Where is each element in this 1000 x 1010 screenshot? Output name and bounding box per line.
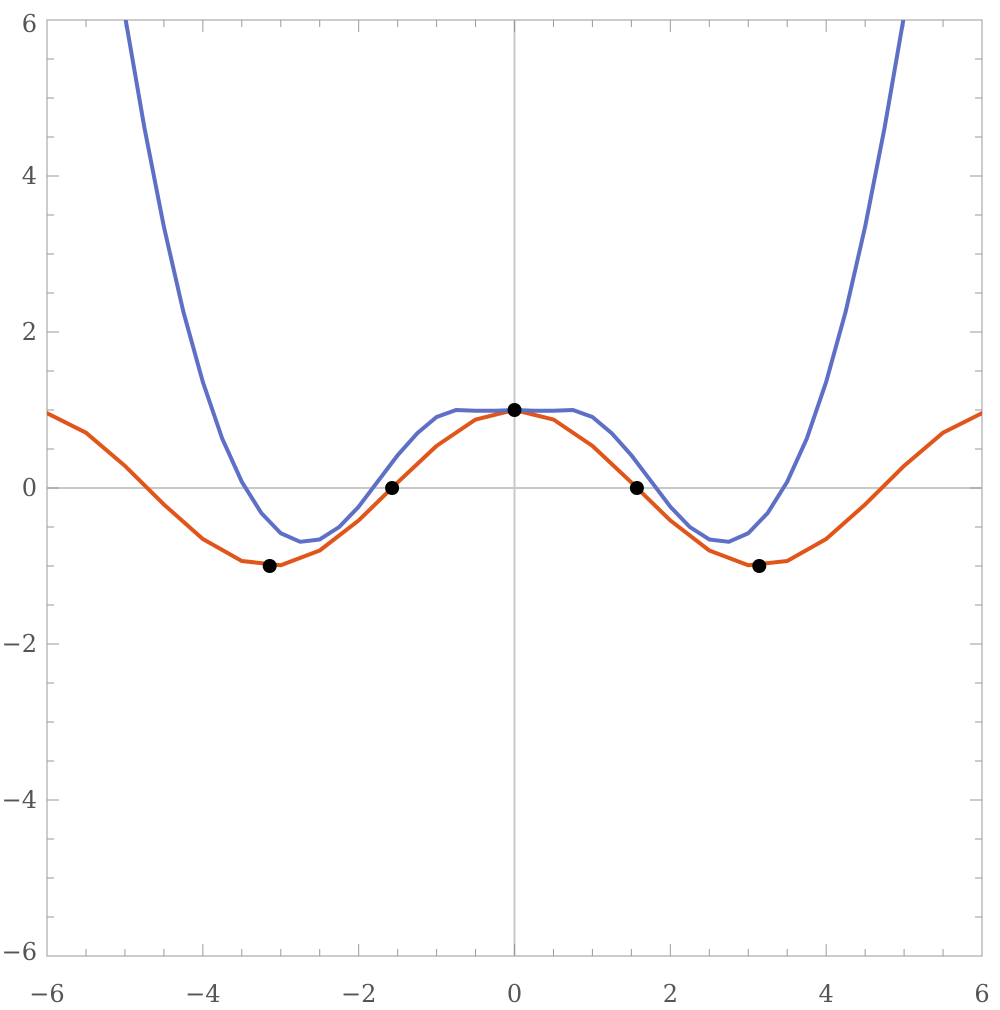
y-tick-label: 2	[22, 318, 37, 346]
x-tick-label: 0	[507, 980, 522, 1008]
data-point	[629, 481, 644, 495]
x-tick-label: 2	[663, 980, 678, 1008]
data-point	[385, 481, 400, 495]
points-layer	[262, 403, 767, 573]
x-tick-label: −2	[341, 980, 376, 1008]
axes-layer	[47, 20, 982, 956]
x-tick-label: 4	[819, 980, 834, 1008]
data-point	[752, 559, 767, 573]
y-tick-label: −2	[2, 630, 37, 658]
x-tick-label: −6	[29, 980, 64, 1008]
ticks-layer	[46, 19, 983, 957]
y-tick-label: 0	[22, 474, 37, 502]
labels-layer: −6 −4 −2 0 2 4 6 −6 −4 −2 0 2 4 6	[2, 10, 990, 1008]
x-tick-label: 6	[974, 980, 989, 1008]
y-tick-label: 6	[22, 10, 37, 38]
y-tick-label: 4	[22, 162, 37, 190]
y-tick-label: −6	[2, 938, 37, 966]
x-tick-label: −4	[185, 980, 220, 1008]
y-tick-label: −4	[2, 786, 37, 814]
data-point	[507, 403, 522, 417]
data-point	[262, 559, 277, 573]
